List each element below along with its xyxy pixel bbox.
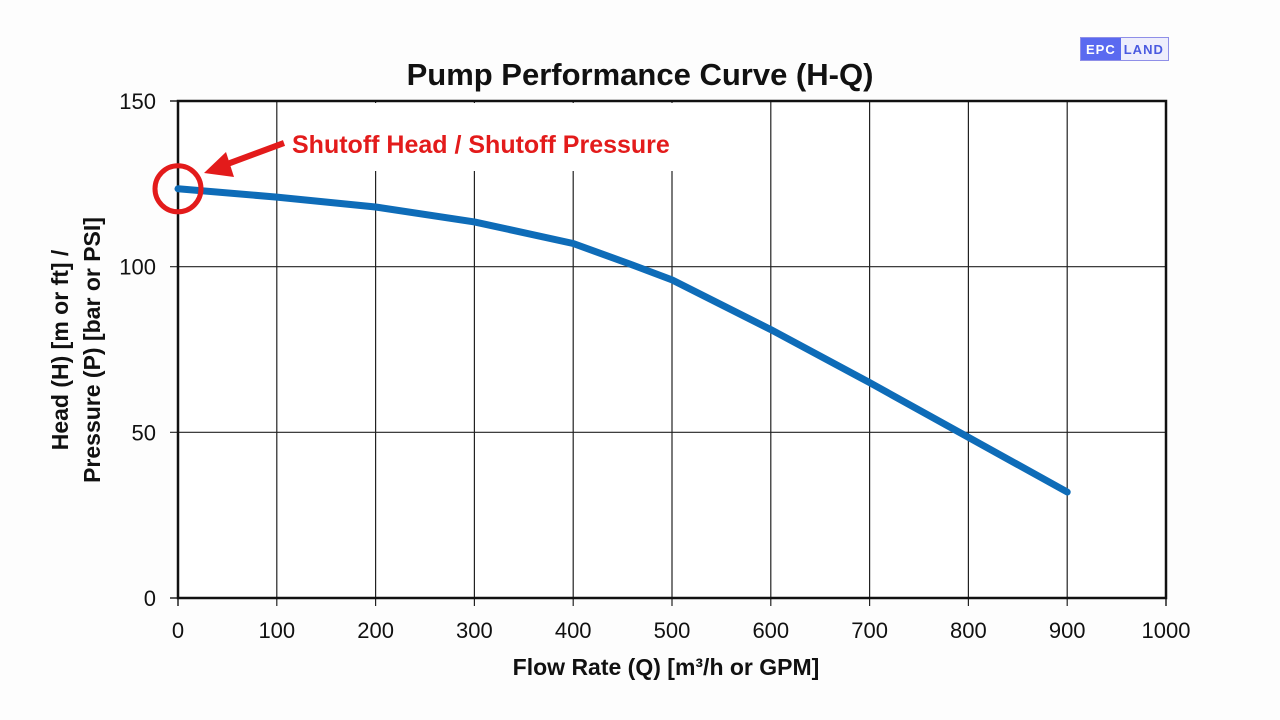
y-tick-label: 0 (144, 586, 156, 611)
chart-title: Pump Performance Curve (H-Q) (407, 57, 874, 92)
x-tick-label: 1000 (1142, 618, 1191, 643)
x-tick-label: 0 (172, 618, 184, 643)
x-tick-label: 400 (555, 618, 592, 643)
x-axis-label: Flow Rate (Q) [m³/h or GPM] (513, 654, 820, 680)
x-tick-label: 200 (357, 618, 394, 643)
plot-border (176, 99, 1168, 600)
x-tick-label: 800 (950, 618, 987, 643)
x-tick-label: 900 (1049, 618, 1086, 643)
x-tick-label: 700 (851, 618, 888, 643)
annotation-arrow-head (204, 152, 234, 177)
y-axis-label-line1: Head (H) [m or ft] / (47, 249, 73, 450)
head-curve (174, 185, 1071, 496)
shutoff-circle (152, 163, 204, 215)
y-tick-label: 50 (132, 420, 156, 445)
annotation-label: Shutoff Head / Shutoff Pressure (292, 131, 670, 159)
y-tick-label: 150 (119, 89, 156, 114)
logo-part2: LAND (1123, 41, 1164, 57)
epcland-logo: EPC LAND (1080, 37, 1169, 61)
x-tick-label: 600 (752, 618, 789, 643)
annotation-arrow-shaft (220, 140, 286, 169)
x-tick-label: 500 (654, 618, 691, 643)
x-tick-label: 300 (456, 618, 493, 643)
logo-part1: EPC (1081, 38, 1121, 60)
annotation-background (285, 103, 735, 171)
y-axis-label-line2: Pressure (P) [bar or PSI] (79, 217, 105, 483)
x-tick-label: 100 (258, 618, 295, 643)
y-tick-label: 100 (119, 255, 156, 280)
